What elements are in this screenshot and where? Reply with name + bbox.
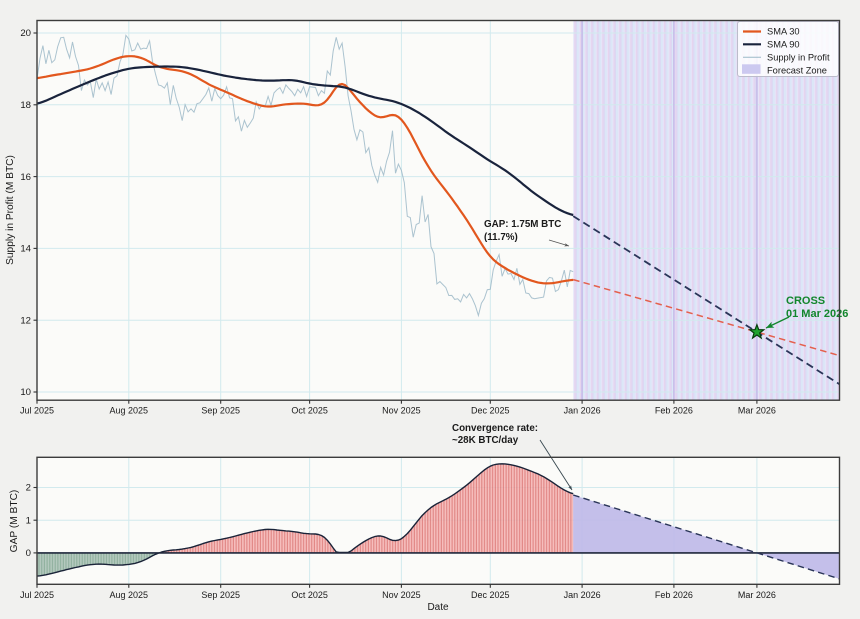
svg-text:14: 14 [20,244,31,255]
svg-text:Aug 2025: Aug 2025 [110,590,149,600]
svg-text:Oct 2025: Oct 2025 [291,406,328,416]
svg-text:1: 1 [26,515,31,526]
svg-text:Sep 2025: Sep 2025 [201,406,240,416]
svg-text:~28K BTC/day: ~28K BTC/day [452,435,519,446]
svg-text:Jan 2026: Jan 2026 [564,406,601,416]
svg-text:(11.7%): (11.7%) [484,232,518,243]
svg-text:Aug 2025: Aug 2025 [110,406,149,416]
svg-text:Supply in Profit: Supply in Profit [767,52,830,62]
svg-text:16: 16 [20,172,31,183]
svg-text:Jul 2025: Jul 2025 [20,590,54,600]
svg-text:CROSS: CROSS [786,295,825,307]
svg-text:Nov 2025: Nov 2025 [382,590,421,600]
svg-text:Supply in Profit (M BTC): Supply in Profit (M BTC) [5,155,16,265]
svg-text:Dec 2025: Dec 2025 [471,406,510,416]
svg-text:Feb 2026: Feb 2026 [655,406,693,416]
svg-text:GAP: 1.75M BTC: GAP: 1.75M BTC [484,219,561,230]
svg-text:SMA 30: SMA 30 [767,27,800,37]
svg-text:Jul 2025: Jul 2025 [20,406,54,416]
svg-text:GAP (M BTC): GAP (M BTC) [9,490,20,553]
svg-text:Nov 2025: Nov 2025 [382,406,421,416]
svg-text:SMA 90: SMA 90 [767,40,800,50]
svg-text:Forecast Zone: Forecast Zone [767,65,827,75]
svg-text:10: 10 [20,387,31,398]
svg-text:Feb 2026: Feb 2026 [655,590,693,600]
svg-text:18: 18 [20,100,31,111]
svg-text:Convergence rate:: Convergence rate: [452,423,538,434]
svg-text:12: 12 [20,315,31,326]
svg-text:Mar 2026: Mar 2026 [738,406,776,416]
svg-text:Sep 2025: Sep 2025 [201,590,240,600]
svg-text:Oct 2025: Oct 2025 [291,590,328,600]
svg-text:0: 0 [26,548,31,559]
svg-text:Date: Date [427,602,449,613]
svg-text:Dec 2025: Dec 2025 [471,590,510,600]
svg-text:Jan 2026: Jan 2026 [564,590,601,600]
svg-text:2: 2 [26,483,31,494]
svg-text:01 Mar 2026: 01 Mar 2026 [786,308,848,320]
svg-text:Mar 2026: Mar 2026 [738,590,776,600]
svg-text:20: 20 [20,28,31,39]
